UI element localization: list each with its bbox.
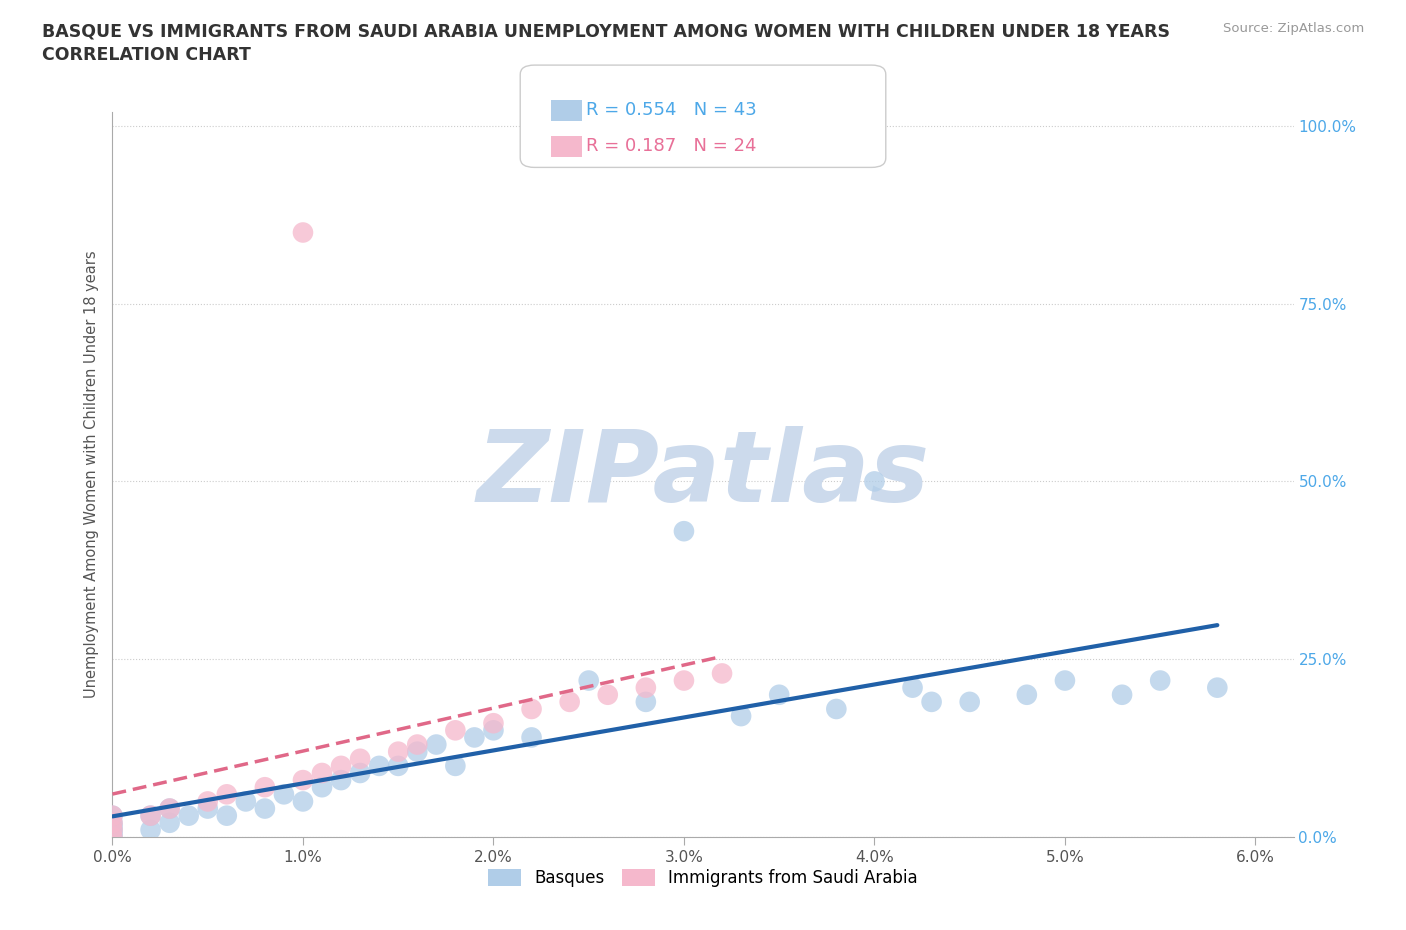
Point xyxy=(159,816,181,830)
Point xyxy=(291,794,314,809)
Point xyxy=(197,794,219,809)
Point xyxy=(311,779,333,794)
Point xyxy=(101,830,124,844)
Point xyxy=(520,701,543,716)
Text: BASQUE VS IMMIGRANTS FROM SAUDI ARABIA UNEMPLOYMENT AMONG WOMEN WITH CHILDREN UN: BASQUE VS IMMIGRANTS FROM SAUDI ARABIA U… xyxy=(42,22,1170,40)
Point xyxy=(634,695,657,710)
Point xyxy=(672,524,695,538)
Point xyxy=(101,816,124,830)
Point xyxy=(101,822,124,837)
Point xyxy=(139,808,162,823)
Point xyxy=(235,794,257,809)
Point xyxy=(349,765,371,780)
Point xyxy=(101,826,124,841)
Point xyxy=(406,737,429,752)
Point xyxy=(730,709,752,724)
Point xyxy=(311,765,333,780)
Point xyxy=(425,737,447,752)
Point xyxy=(959,695,981,710)
Point xyxy=(520,730,543,745)
Point xyxy=(368,759,391,774)
Point xyxy=(177,808,200,823)
Point xyxy=(444,723,467,737)
Point xyxy=(101,808,124,823)
Point xyxy=(596,687,619,702)
Point xyxy=(1053,673,1076,688)
Point xyxy=(159,801,181,816)
Point xyxy=(101,816,124,830)
Point xyxy=(406,744,429,759)
Point xyxy=(825,701,848,716)
Point xyxy=(330,773,353,788)
Point xyxy=(711,666,734,681)
Point xyxy=(215,808,238,823)
Point xyxy=(197,801,219,816)
Point xyxy=(273,787,295,802)
Point xyxy=(863,474,886,489)
Y-axis label: Unemployment Among Women with Children Under 18 years: Unemployment Among Women with Children U… xyxy=(84,250,100,698)
Text: CORRELATION CHART: CORRELATION CHART xyxy=(42,46,252,64)
Point xyxy=(1206,680,1229,695)
Point xyxy=(768,687,790,702)
Point xyxy=(1149,673,1171,688)
Point xyxy=(921,695,943,710)
Point xyxy=(101,819,124,834)
Text: Source: ZipAtlas.com: Source: ZipAtlas.com xyxy=(1223,22,1364,35)
Text: R = 0.187   N = 24: R = 0.187 N = 24 xyxy=(586,138,756,155)
Point xyxy=(101,822,124,837)
Point xyxy=(1111,687,1133,702)
Text: R = 0.554   N = 43: R = 0.554 N = 43 xyxy=(586,101,756,119)
Point xyxy=(291,773,314,788)
Point xyxy=(387,744,409,759)
Point xyxy=(253,801,276,816)
Point xyxy=(672,673,695,688)
Point xyxy=(463,730,485,745)
Point xyxy=(101,808,124,823)
Point xyxy=(634,680,657,695)
Point xyxy=(578,673,600,688)
Point xyxy=(159,801,181,816)
Text: ZIPatlas: ZIPatlas xyxy=(477,426,929,523)
Point xyxy=(330,759,353,774)
Legend: Basques, Immigrants from Saudi Arabia: Basques, Immigrants from Saudi Arabia xyxy=(481,862,925,894)
Point xyxy=(139,808,162,823)
Point xyxy=(387,759,409,774)
Point xyxy=(101,830,124,844)
Point xyxy=(291,225,314,240)
Point xyxy=(1015,687,1038,702)
Point xyxy=(444,759,467,774)
Point xyxy=(482,723,505,737)
Point xyxy=(253,779,276,794)
Point xyxy=(139,822,162,837)
Point xyxy=(482,716,505,731)
Point xyxy=(349,751,371,766)
Point xyxy=(215,787,238,802)
Point xyxy=(901,680,924,695)
Point xyxy=(558,695,581,710)
